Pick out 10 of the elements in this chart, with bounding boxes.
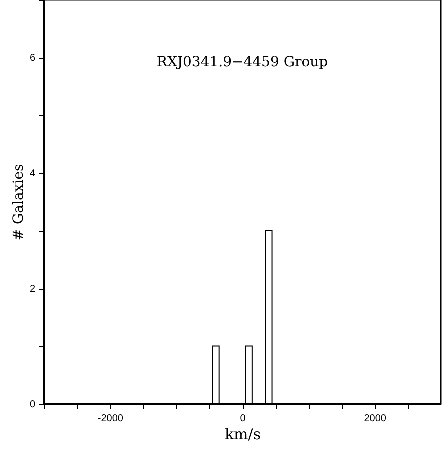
y-tick-label: 6 [30, 53, 36, 64]
x-axis-title: km/s [224, 426, 262, 444]
y-tick-label: 2 [30, 284, 36, 296]
y-tick-label: 0 [30, 400, 36, 410]
x-tick-label: 2000 [364, 414, 387, 424]
text: RXJ0341.9−4459 Group [156, 54, 328, 70]
x-tick-label: -2000 [98, 414, 124, 424]
y-tick-label: 4 [30, 168, 36, 180]
x-tick-label: 0 [240, 414, 246, 424]
y-axis-title: # Galaxies [10, 164, 27, 241]
